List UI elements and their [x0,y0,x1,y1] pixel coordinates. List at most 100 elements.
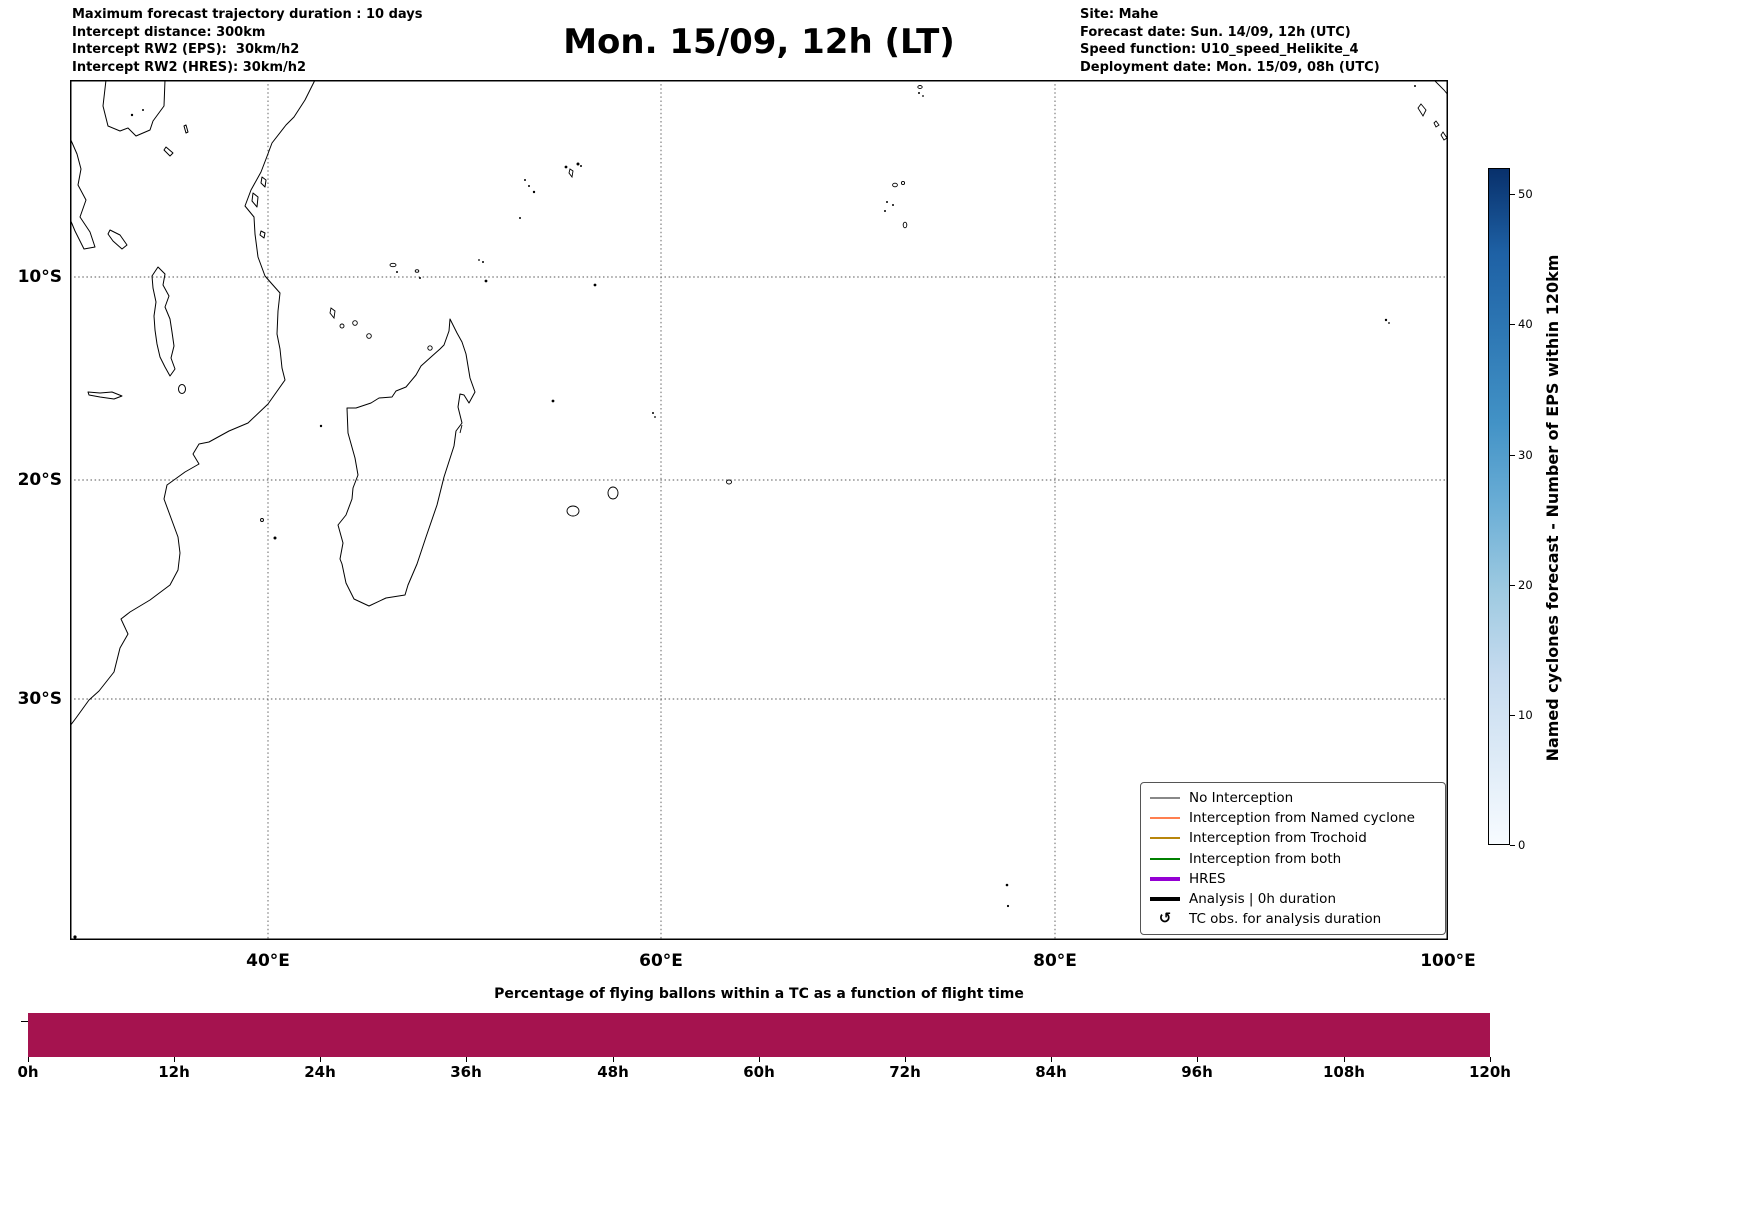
colorbar-tick-20: 20 [1518,578,1533,592]
annotation-intercept-rw2-eps: Intercept RW2 (EPS): 30km/h2 [72,42,300,57]
map-border [70,80,1448,940]
bottom-x-label-60h: 60h [743,1063,775,1081]
bottom-x-label-0h: 0h [17,1063,39,1081]
nosy-be-island [427,345,433,351]
annotation-intercept-distance: Intercept distance: 300km [72,24,266,40]
bottom-x-tick [1197,1057,1198,1062]
page-title: Mon. 15/09, 12h (LT) [563,22,955,62]
lake-natron [183,124,189,134]
legend-item-no-interception: No Interception [1150,790,1436,806]
x-tick-100e: 100°E [1420,951,1476,971]
corner-speck [73,935,77,939]
legend-line-sample [1150,857,1180,860]
st-paul-island [1005,883,1009,887]
gridlines [70,80,1448,940]
legend-line-sample [1150,896,1180,901]
annotation-speed-function: Speed function: U10_speed_Helikite_4 [1080,42,1359,57]
x-tick-40e: 40°E [246,951,290,971]
cosmoledo-atoll [414,269,420,273]
island-dots [73,85,1416,939]
legend-item-trochoid: Interception from Trochoid [1150,830,1436,846]
legend-item-named-cyclone: Interception from Named cyclone [1150,810,1436,826]
lake-chilwa [178,384,186,394]
lake-eyasi [163,146,174,157]
island-outlines [260,79,1449,522]
st-brandon-island [652,412,654,414]
farquhar-island [484,279,488,283]
agalega-island [593,283,597,287]
cocos-keeling-island [1384,318,1388,322]
siberut-island [1417,103,1427,117]
colorbar-label: Named cyclones forecast - Number of EPS … [1543,254,1562,762]
rodrigues-island [726,479,732,485]
mafia-island [259,230,266,239]
juan-de-nova-island [319,424,323,428]
colorbar-gradient [1489,169,1509,844]
tc-percentage-bar [28,1013,1490,1057]
africa-coastline [69,79,316,727]
bottom-x-label-96h: 96h [1181,1063,1213,1081]
salomon-atoll [900,180,906,186]
reunion-island [566,505,580,517]
y-tick-20s: 20°S [17,470,62,490]
bottom-x-label-24h: 24h [304,1063,336,1081]
bottom-x-tick [1490,1057,1491,1062]
lake-malawi [151,266,176,377]
bottom-x-label-120h: 120h [1469,1063,1511,1081]
bottom-x-tick [613,1057,614,1062]
madagascar-coastline [337,318,476,607]
bottom-x-tick [174,1057,175,1062]
legend-line-sample [1150,837,1180,840]
mahe-island [568,168,574,179]
grande-comore-island [329,307,336,320]
mayotte-island [366,333,372,339]
annotation-forecast-date: Forecast date: Sun. 14/09, 12h (UTC) [1080,24,1351,40]
colorbar-tick [1510,845,1515,846]
sipora-island [1433,120,1440,128]
moheli-island [339,323,345,329]
sainte-marie-island [459,424,463,434]
bottom-x-label-48h: 48h [597,1063,629,1081]
sumatra-coastline [1433,79,1449,96]
bottom-x-label-72h: 72h [889,1063,921,1081]
y-tick-10s: 10°S [17,267,62,287]
peros-banhos-atoll [892,182,898,188]
colorbar-tick [1510,585,1515,586]
amsterdam-island [1006,904,1010,908]
legend-item-both: Interception from both [1150,851,1436,867]
lake-rukwa [107,229,128,250]
annotation-site: Site: Mahe [1080,7,1159,22]
legend-line-sample [1150,817,1180,820]
colorbar-tick-30: 30 [1518,448,1533,462]
bottom-x-tick [1051,1057,1052,1062]
annotation-intercept-rw2-hres: Intercept RW2 (HRES): 30km/h2 [72,59,307,75]
colorbar-tick [1510,715,1515,716]
legend-box: No Interception Interception from Named … [1140,782,1446,935]
bottom-x-label-108h: 108h [1323,1063,1365,1081]
bottom-x-label-12h: 12h [158,1063,190,1081]
praslin-island [576,162,580,166]
silhouette-island [564,165,568,169]
bottom-axis-tick [21,1021,28,1022]
legend-item-hres: HRES [1150,871,1436,887]
annotation-max-duration: Maximum forecast trajectory duration : 1… [72,7,423,22]
lake-tanganyika [69,137,96,250]
europa-island [273,536,277,540]
huvadhoo-atoll [917,85,923,89]
bottom-x-tick [1344,1057,1345,1062]
bottom-x-tick [28,1057,29,1062]
legend-line-sample [1150,876,1180,881]
colorbar [1488,168,1510,845]
bottom-x-label-84h: 84h [1035,1063,1067,1081]
y-tick-30s: 30°S [17,689,62,709]
lake-victoria [102,79,166,137]
annotation-top-left: Maximum forecast trajectory duration : 1… [72,6,423,76]
bottom-x-tick [466,1057,467,1062]
colorbar-tick-40: 40 [1518,317,1533,331]
coastlines [69,79,476,727]
colorbar-tick [1510,324,1515,325]
pagai-island [1440,131,1448,141]
map-plot [69,79,1449,940]
colorbar-tick-0: 0 [1518,838,1526,852]
